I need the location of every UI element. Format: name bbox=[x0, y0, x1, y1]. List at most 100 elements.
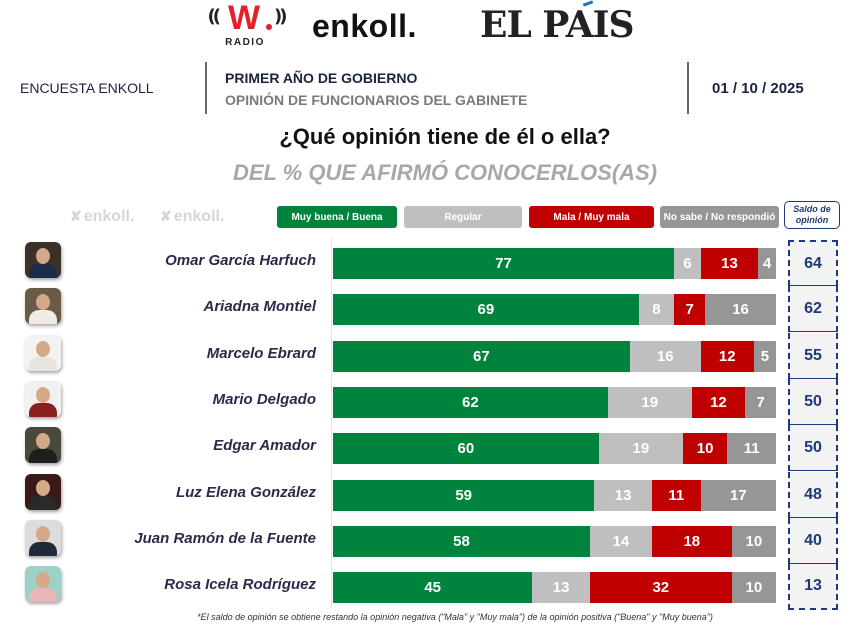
chart-subtitle: DEL % QUE AFIRMÓ CONOCERLOS(AS) bbox=[232, 160, 658, 185]
el-pais-logo: EL PAIS bbox=[480, 4, 635, 46]
chart-row: Edgar Amador 60 19 10 11 50 bbox=[0, 425, 850, 472]
bar-segment-no-answer: 5 bbox=[753, 340, 776, 372]
data-label: 45 bbox=[424, 579, 442, 597]
radio-waves-right-icon: )) bbox=[274, 6, 287, 27]
data-label: 11 bbox=[743, 440, 760, 458]
legend-label: Muy buena / Buena bbox=[291, 211, 383, 223]
data-label: 69 bbox=[477, 301, 495, 319]
avatar-body-icon bbox=[29, 588, 57, 603]
avatar-head-icon bbox=[36, 433, 50, 450]
legend-item-negative: Mala / Muy mala bbox=[529, 206, 654, 228]
data-label: 67 bbox=[473, 347, 490, 365]
w-radio-dot-icon bbox=[266, 24, 272, 30]
saldo-value: 64 bbox=[788, 240, 838, 286]
avatar-body-icon bbox=[29, 356, 57, 371]
person-avatar bbox=[25, 566, 61, 603]
avatar-head-icon bbox=[36, 386, 50, 403]
header-date: 01 / 10 / 2025 bbox=[712, 80, 804, 97]
data-label: 10 bbox=[745, 579, 763, 597]
stacked-bar: 59 13 11 17 bbox=[333, 479, 776, 511]
bar-segment-negative: 11 bbox=[651, 479, 701, 511]
category-label: Rosa Icela Rodríguez bbox=[164, 576, 316, 594]
avatar-head-icon bbox=[36, 340, 50, 357]
header-subtitle: OPINIÓN DE FUNCIONARIOS DEL GABINETE bbox=[225, 92, 528, 108]
legend-label: Regular bbox=[444, 211, 482, 223]
avatar-head-icon bbox=[36, 572, 50, 589]
avatar-body-icon bbox=[29, 310, 57, 325]
category-axis-line bbox=[331, 238, 332, 608]
bar-segment-positive: 62 bbox=[333, 386, 608, 418]
header-divider bbox=[687, 62, 689, 114]
enkoll-watermark: enkoll. bbox=[70, 207, 135, 226]
chart-row: Ariadna Montiel 69 8 7 16 62 bbox=[0, 286, 850, 333]
bar-segment-positive: 58 bbox=[333, 525, 590, 557]
data-label: 18 bbox=[683, 532, 701, 550]
avatar-head-icon bbox=[36, 479, 50, 496]
person-avatar bbox=[25, 288, 61, 325]
avatar-head-icon bbox=[36, 525, 50, 542]
data-label: 4 bbox=[762, 255, 772, 272]
chart-row: Mario Delgado 62 19 12 7 50 bbox=[0, 378, 850, 425]
logo-bar: (( W )) RADIO enkoll. EL PAIS bbox=[0, 0, 850, 56]
stacked-bar: 60 19 10 11 bbox=[333, 433, 776, 465]
bar-segment-negative: 7 bbox=[674, 294, 706, 326]
saldo-header: Saldo de opinión bbox=[784, 201, 840, 229]
category-label: Juan Ramón de la Fuente bbox=[134, 529, 316, 547]
survey-label: ENCUESTA ENKOLL bbox=[20, 80, 154, 96]
bar-segment-no-answer: 10 bbox=[731, 572, 776, 604]
avatar-body-icon bbox=[29, 449, 57, 464]
chart-row: Juan Ramón de la Fuente 58 14 18 10 40 bbox=[0, 517, 850, 564]
bar-segment-negative: 12 bbox=[691, 386, 745, 418]
saldo-value: 55 bbox=[788, 332, 838, 379]
legend-item-regular: Regular bbox=[404, 206, 522, 228]
legend-item-positive: Muy buena / Buena bbox=[277, 206, 397, 228]
data-label: 13 bbox=[614, 486, 632, 504]
data-label: 5 bbox=[760, 347, 770, 365]
data-label: 14 bbox=[612, 532, 630, 550]
bar-segment-regular: 13 bbox=[594, 479, 652, 511]
bar-segment-negative: 13 bbox=[700, 248, 759, 279]
chart-title: ¿Qué opinión tiene de él o ella? bbox=[279, 124, 611, 149]
data-label: 16 bbox=[656, 347, 674, 365]
data-label: 19 bbox=[641, 393, 659, 411]
category-label: Luz Elena González bbox=[175, 483, 316, 501]
stacked-bar: 77 6 13 4 bbox=[333, 248, 776, 279]
stacked-bar: 62 19 12 7 bbox=[333, 386, 776, 418]
data-label: 10 bbox=[696, 440, 714, 458]
bar-segment-regular: 13 bbox=[532, 572, 590, 604]
data-label: 8 bbox=[652, 301, 661, 319]
stacked-bar: 69 8 7 16 bbox=[333, 294, 776, 326]
data-label: 16 bbox=[732, 301, 749, 319]
category-label: Edgar Amador bbox=[213, 437, 316, 455]
data-label: 11 bbox=[668, 486, 685, 504]
bar-segment-positive: 59 bbox=[333, 479, 595, 511]
bar-segment-no-answer: 17 bbox=[700, 479, 776, 511]
data-label: 7 bbox=[685, 301, 694, 319]
data-label: 12 bbox=[710, 393, 727, 411]
person-avatar bbox=[25, 380, 61, 417]
person-avatar bbox=[25, 519, 61, 556]
data-label: 6 bbox=[683, 255, 692, 272]
data-label: 17 bbox=[729, 486, 747, 504]
w-radio-mark: W bbox=[227, 0, 261, 37]
bar-segment-no-answer: 16 bbox=[705, 294, 776, 326]
chart-row: Rosa Icela Rodríguez 45 13 32 10 13 bbox=[0, 564, 850, 611]
avatar-body-icon bbox=[29, 264, 57, 278]
saldo-value: 48 bbox=[788, 471, 838, 518]
bar-segment-regular: 8 bbox=[638, 294, 675, 326]
data-label: 12 bbox=[718, 347, 736, 365]
bar-segment-regular: 19 bbox=[598, 433, 683, 465]
bar-segment-no-answer: 11 bbox=[727, 433, 776, 465]
legend-label: No sabe / No respondió bbox=[663, 211, 776, 223]
category-label: Mario Delgado bbox=[212, 390, 316, 408]
radio-waves-left-icon: (( bbox=[207, 6, 221, 27]
chart-row: Luz Elena González 59 13 11 17 48 bbox=[0, 471, 850, 518]
category-label: Omar García Harfuch bbox=[165, 252, 316, 269]
data-label: 58 bbox=[453, 532, 470, 550]
w-radio-sub: RADIO bbox=[225, 37, 265, 48]
bar-segment-positive: 45 bbox=[333, 572, 533, 604]
legend-item-no-answer: No sabe / No respondió bbox=[660, 206, 779, 228]
data-label: 77 bbox=[495, 255, 512, 272]
data-label: 7 bbox=[756, 393, 765, 411]
header-title: PRIMER AÑO DE GOBIERNO bbox=[225, 70, 418, 86]
